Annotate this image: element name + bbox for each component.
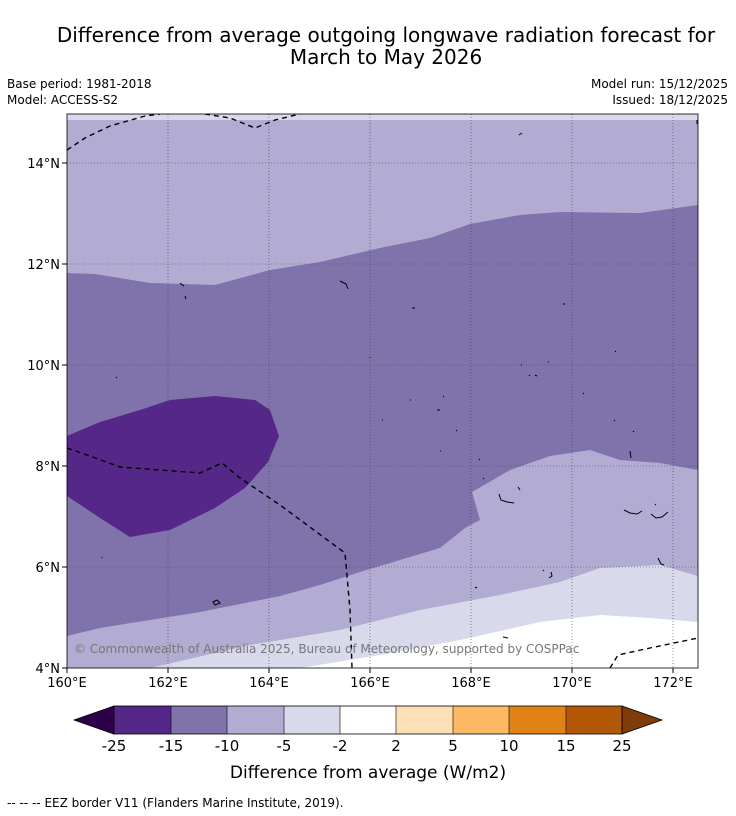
colorbar-swatch bbox=[340, 706, 396, 734]
map-area bbox=[67, 114, 698, 668]
colorbar-outline bbox=[113, 705, 623, 735]
colorbar: -25 -15 -10 -5 -2 2 5 10 15 25 Differenc… bbox=[72, 705, 664, 783]
issued-date: Issued: 18/12/2025 bbox=[612, 93, 728, 107]
eez-legend-symbol: -- -- -- bbox=[7, 796, 41, 810]
colorbar-tick: -25 bbox=[102, 737, 127, 755]
colorbar-swatch bbox=[509, 706, 566, 734]
colorbar-tick: 5 bbox=[448, 737, 458, 755]
model-name: Model: ACCESS-S2 bbox=[7, 93, 119, 107]
colorbar-swatch bbox=[171, 706, 227, 734]
lat-tick: 10°N bbox=[27, 359, 60, 374]
gridlines bbox=[67, 114, 698, 668]
islands bbox=[101, 120, 698, 639]
colorbar-swatch bbox=[396, 706, 453, 734]
meta-left: Base period: 1981-2018 Model: ACCESS-S2 bbox=[7, 76, 152, 108]
lat-tick: 4°N bbox=[36, 662, 61, 677]
lon-axis: 160°E 162°E 164°E 166°E 168°E 170°E 172°… bbox=[47, 668, 693, 691]
lon-tick: 160°E bbox=[47, 676, 87, 691]
band-m2-2 bbox=[300, 615, 698, 668]
eez-legend-text: EEZ border V11 (Flanders Marine Institut… bbox=[44, 796, 344, 810]
lat-tick: 8°N bbox=[36, 460, 61, 475]
colorbar-tick: -15 bbox=[159, 737, 184, 755]
colorbar-swatch bbox=[453, 706, 509, 734]
chart-title: Difference from average outgoing longwav… bbox=[0, 24, 736, 68]
colorbar-tick: 2 bbox=[391, 737, 401, 755]
colorbar-tick: 25 bbox=[612, 737, 631, 755]
colorbar-swatch bbox=[227, 706, 284, 734]
lon-tick: 172°E bbox=[653, 676, 693, 691]
band-top-strip bbox=[67, 114, 698, 120]
colorbar-swatch bbox=[114, 706, 171, 734]
lon-tick: 170°E bbox=[552, 676, 592, 691]
lon-tick: 164°E bbox=[249, 676, 289, 691]
title-line-2: March to May 2026 bbox=[289, 45, 483, 69]
copyright-text: © Commonwealth of Australia 2025, Bureau… bbox=[74, 642, 579, 656]
colorbar-extend-low bbox=[72, 705, 115, 735]
colorbar-swatch bbox=[566, 706, 622, 734]
model-run: Model run: 15/12/2025 bbox=[590, 77, 728, 91]
lat-tick: 14°N bbox=[27, 157, 60, 172]
base-period: Base period: 1981-2018 bbox=[7, 77, 152, 91]
colorbar-tick: 15 bbox=[556, 737, 575, 755]
colorbar-tick: -10 bbox=[215, 737, 240, 755]
meta-right: Model run: 15/12/2025 Issued: 18/12/2025 bbox=[591, 76, 728, 108]
title-line-1: Difference from average outgoing longwav… bbox=[56, 23, 716, 47]
eez-borders bbox=[67, 114, 698, 668]
lon-tick: 168°E bbox=[451, 676, 491, 691]
colorbar-title: Difference from average (W/m2) bbox=[230, 763, 506, 783]
colorbar-extend-high bbox=[621, 705, 664, 735]
lon-tick: 162°E bbox=[148, 676, 188, 691]
lat-axis: 14°N 12°N 10°N 8°N 6°N 4°N bbox=[27, 157, 67, 677]
colorbar-tick: 10 bbox=[499, 737, 518, 755]
colorbar-tick: -5 bbox=[277, 737, 292, 755]
colorbar-swatch bbox=[284, 706, 340, 734]
band-lt-m15 bbox=[67, 396, 279, 537]
map-frame bbox=[66, 113, 699, 669]
lon-tick: 166°E bbox=[350, 676, 390, 691]
legend-footer: -- -- -- EEZ border V11 (Flanders Marine… bbox=[7, 796, 344, 810]
lat-tick: 6°N bbox=[36, 561, 61, 576]
colorbar-tick: -2 bbox=[333, 737, 348, 755]
lat-tick: 12°N bbox=[27, 258, 60, 273]
